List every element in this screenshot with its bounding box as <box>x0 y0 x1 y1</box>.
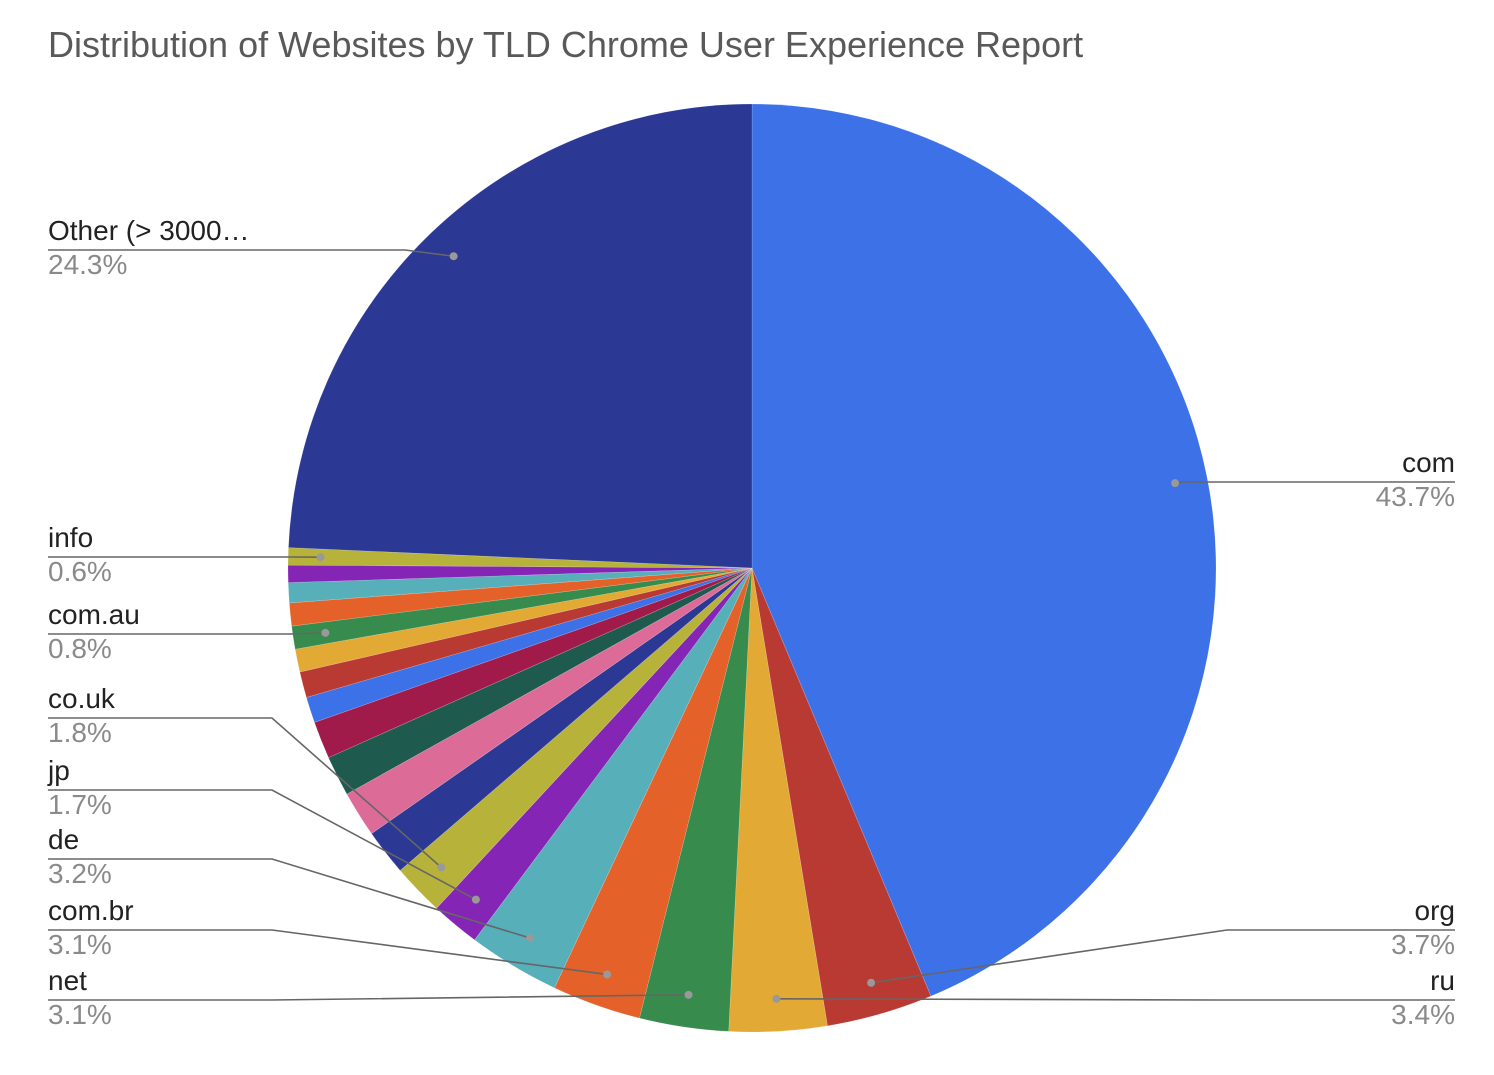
pie-slice-co-uk <box>399 567 753 909</box>
data-label: ru 3.4% <box>1391 964 1455 1032</box>
leader-line <box>776 998 1455 1001</box>
slice-percent: 3.1% <box>48 999 112 1030</box>
slice-percent: 43.7% <box>1375 481 1455 512</box>
leader-dot <box>321 628 330 637</box>
leader-dot <box>449 252 458 261</box>
slice-label: com.au <box>48 599 140 630</box>
pie-slice <box>371 567 753 871</box>
slice-percent: 3.1% <box>48 929 112 960</box>
pie-slice-com-au <box>291 567 753 650</box>
pie-slice-org <box>751 567 932 1027</box>
data-label: net 3.1% <box>48 964 112 1032</box>
pie-slice <box>306 567 753 723</box>
slice-percent: 3.4% <box>1391 999 1455 1030</box>
pie-slice <box>314 567 753 759</box>
data-label: Other (> 3000… 24.3% <box>48 214 250 282</box>
pie-slice-net <box>639 567 753 1032</box>
data-label: jp 1.7% <box>48 754 112 822</box>
slice-percent: 1.7% <box>48 789 112 820</box>
pie-slice-com-br <box>554 567 753 1019</box>
data-label: com 43.7% <box>1376 446 1455 514</box>
slice-percent: 24.3% <box>48 249 128 280</box>
slice-percent: 3.2% <box>48 858 112 889</box>
data-label: co.uk 1.8% <box>48 682 115 750</box>
leader-line <box>870 929 1455 984</box>
data-label: com.br 3.1% <box>48 894 134 962</box>
pie-slice-com <box>751 103 1217 997</box>
leader-line <box>48 789 477 901</box>
leader-line <box>48 994 689 1001</box>
chart-title: Distribution of Websites by TLD Chrome U… <box>48 24 1084 65</box>
pie-slice <box>287 564 753 583</box>
slice-label: jp <box>48 755 70 786</box>
leader-dot <box>1171 479 1180 488</box>
pie-slice-jp <box>436 567 753 941</box>
pie-slice <box>299 567 753 698</box>
data-label: info 0.6% <box>48 521 112 589</box>
leader-dot <box>316 553 325 562</box>
slice-percent: 0.8% <box>48 633 112 664</box>
pie-slice <box>288 567 753 627</box>
leader-dot <box>437 863 446 872</box>
pie-slice-de <box>474 567 753 989</box>
slice-label: co.uk <box>48 683 115 714</box>
leader-dot <box>684 990 693 999</box>
pie-slice <box>294 567 753 673</box>
slice-label: com <box>1402 447 1455 478</box>
slice-label: info <box>48 522 94 553</box>
slice-label: ru <box>1430 965 1455 996</box>
pie-slice <box>346 567 753 835</box>
pie-slice <box>287 567 753 604</box>
leader-line <box>48 717 442 868</box>
slice-percent: 3.7% <box>1391 929 1455 960</box>
leader-dot <box>526 934 535 943</box>
data-label: com.au 0.8% <box>48 598 140 666</box>
leader-line <box>48 929 608 976</box>
leader-line <box>48 858 531 939</box>
leader-dot <box>772 994 781 1003</box>
pie-slice-ru <box>728 567 828 1033</box>
leader-line <box>48 632 326 635</box>
data-label: org 3.7% <box>1391 894 1455 962</box>
slice-label: org <box>1414 895 1455 926</box>
slice-percent: 1.8% <box>48 717 112 748</box>
slice-percent: 0.6% <box>48 556 112 587</box>
slice-label: net <box>48 965 87 996</box>
slice-label: Other (> 3000… <box>48 215 250 246</box>
leader-dot <box>867 978 876 987</box>
leader-dot <box>471 895 480 904</box>
leader-dot <box>603 970 612 979</box>
pie-slice-Other-3000 <box>288 103 753 569</box>
data-label: de 3.2% <box>48 823 112 891</box>
leader-line <box>48 249 454 258</box>
slice-label: com.br <box>48 895 134 926</box>
slice-label: de <box>48 824 80 855</box>
